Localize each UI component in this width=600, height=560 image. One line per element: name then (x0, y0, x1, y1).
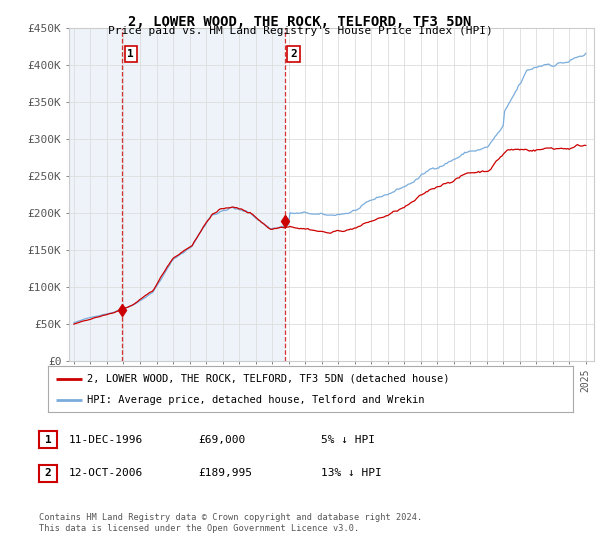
Text: 1: 1 (127, 49, 134, 59)
Text: 2, LOWER WOOD, THE ROCK, TELFORD, TF3 5DN (detached house): 2, LOWER WOOD, THE ROCK, TELFORD, TF3 5D… (88, 374, 450, 384)
Text: This data is licensed under the Open Government Licence v3.0.: This data is licensed under the Open Gov… (39, 524, 359, 533)
Text: £69,000: £69,000 (198, 435, 245, 445)
Text: 12-OCT-2006: 12-OCT-2006 (69, 468, 143, 478)
Text: 2, LOWER WOOD, THE ROCK, TELFORD, TF3 5DN: 2, LOWER WOOD, THE ROCK, TELFORD, TF3 5D… (128, 15, 472, 29)
Text: Contains HM Land Registry data © Crown copyright and database right 2024.: Contains HM Land Registry data © Crown c… (39, 513, 422, 522)
Bar (69, 28, 285, 361)
Text: 13% ↓ HPI: 13% ↓ HPI (321, 468, 382, 478)
Text: £189,995: £189,995 (198, 468, 252, 478)
Text: 1: 1 (44, 435, 52, 445)
Text: 2: 2 (290, 49, 297, 59)
Text: Price paid vs. HM Land Registry's House Price Index (HPI): Price paid vs. HM Land Registry's House … (107, 26, 493, 36)
Text: 2: 2 (44, 468, 52, 478)
Text: HPI: Average price, detached house, Telford and Wrekin: HPI: Average price, detached house, Telf… (88, 395, 425, 405)
Text: 11-DEC-1996: 11-DEC-1996 (69, 435, 143, 445)
Text: 5% ↓ HPI: 5% ↓ HPI (321, 435, 375, 445)
